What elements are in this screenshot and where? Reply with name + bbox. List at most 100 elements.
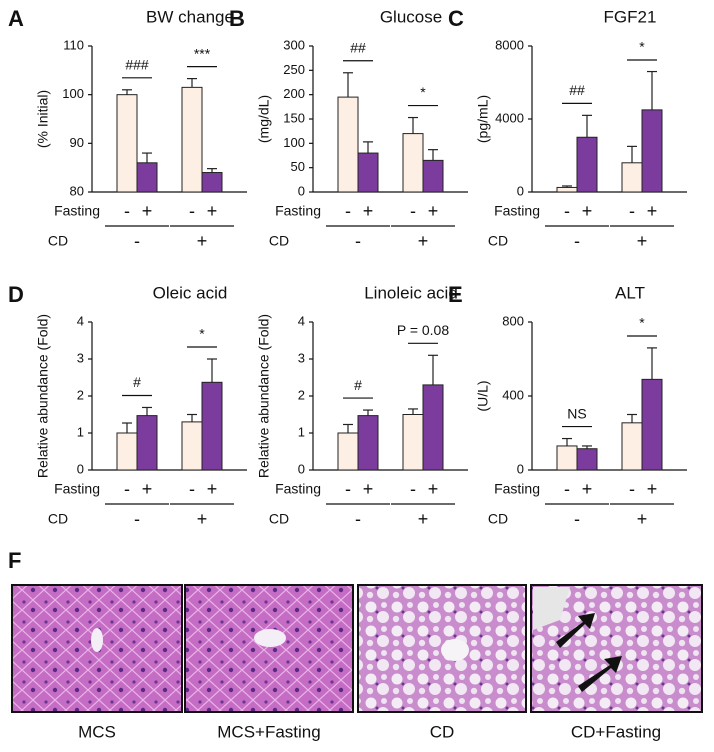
y-tick-label: 50	[291, 159, 305, 174]
bar-chart: D Oleic acid Relative abundance (Fold) 0 1 2 3…	[8, 282, 247, 529]
panel-letter: E	[448, 282, 463, 307]
significance-label: *	[639, 315, 645, 331]
bar	[641, 378, 663, 471]
arrow	[578, 656, 622, 692]
fasting-sign: -	[410, 479, 416, 499]
y-tick-label: 800	[502, 313, 524, 328]
panel-letter: D	[8, 282, 24, 307]
panel-letter: B	[229, 6, 245, 31]
chart-title: BW change	[146, 7, 234, 26]
row-label: Fasting	[54, 203, 100, 219]
cd-sign: +	[418, 509, 429, 529]
y-tick-label: 8000	[495, 37, 524, 52]
y-axis-label: (pg/mL)	[475, 95, 491, 143]
fasting-sign: +	[428, 479, 439, 499]
chart-title: Oleic acid	[153, 283, 228, 302]
y-axis-label: (% Initial)	[35, 90, 51, 148]
y-tick-label: 0	[517, 461, 524, 476]
bar	[116, 432, 138, 471]
y-tick-label: 4	[77, 313, 84, 328]
y-tick-label: 100	[62, 86, 84, 101]
row-label: CD	[488, 233, 508, 249]
bar	[402, 414, 424, 471]
bar	[576, 448, 598, 471]
fasting-sign: +	[647, 479, 658, 499]
y-axis-label: Relative abundance (Fold)	[256, 314, 272, 478]
y-tick-label: 3	[77, 350, 84, 365]
fasting-sign: -	[564, 201, 570, 221]
cd-sign: -	[355, 509, 361, 529]
y-tick-label: 250	[283, 62, 305, 77]
significance-label: *	[199, 326, 205, 342]
y-tick-label: 4000	[495, 110, 524, 125]
bar-chart: Linoleic acid Relative abundance (Fold) 0 1…	[256, 283, 468, 529]
fasting-sign: -	[345, 479, 351, 499]
cd-sign: +	[418, 231, 429, 251]
bar	[357, 152, 379, 193]
fasting-sign: +	[647, 201, 658, 221]
row-label: Fasting	[494, 481, 540, 497]
histology-image	[184, 584, 354, 713]
y-tick-label: 150	[283, 110, 305, 125]
panel-f: F MCS MCS+Fasting CD CD+Fasting	[8, 548, 703, 741]
y-tick-label: 0	[517, 183, 524, 198]
y-axis-label: Relative abundance (Fold)	[35, 314, 51, 478]
image-caption: MCS	[78, 722, 116, 741]
image-caption: CD	[430, 722, 455, 741]
cd-sign: +	[637, 231, 648, 251]
bar	[576, 136, 598, 193]
cd-sign: +	[197, 509, 208, 529]
bar	[422, 384, 444, 471]
y-axis-label: (U/L)	[475, 380, 491, 411]
bar	[201, 381, 223, 471]
row-label: CD	[48, 233, 68, 249]
cd-sign: -	[355, 231, 361, 251]
chart-title: Linoleic acid	[364, 283, 458, 302]
bar	[641, 109, 663, 193]
fasting-sign: -	[629, 479, 635, 499]
bar	[337, 96, 359, 193]
image-caption: MCS+Fasting	[217, 722, 320, 741]
panel-letter: F	[8, 548, 21, 573]
fasting-sign: +	[363, 479, 374, 499]
bar	[181, 421, 203, 471]
vein	[254, 629, 286, 647]
y-tick-label: 100	[283, 135, 305, 150]
y-tick-label: 4	[298, 313, 305, 328]
row-label: Fasting	[275, 481, 321, 497]
chart-title: ALT	[615, 283, 645, 302]
bar	[621, 422, 643, 471]
bar	[136, 415, 158, 471]
cd-sign: -	[134, 509, 140, 529]
significance-label: ##	[350, 39, 366, 55]
row-label: CD	[48, 511, 68, 527]
y-tick-label: 300	[283, 37, 305, 52]
bar	[402, 133, 424, 193]
fasting-sign: -	[410, 201, 416, 221]
y-tick-label: 200	[283, 86, 305, 101]
fasting-sign: -	[124, 201, 130, 221]
bar	[422, 159, 444, 193]
fasting-sign: -	[124, 479, 130, 499]
significance-label: #	[354, 377, 362, 393]
y-tick-label: 2	[298, 387, 305, 402]
bar	[116, 94, 138, 193]
bar	[357, 415, 379, 471]
fasting-sign: -	[629, 201, 635, 221]
significance-label: ##	[569, 82, 585, 98]
bar	[556, 186, 578, 193]
bar	[201, 172, 223, 193]
vein	[91, 628, 103, 652]
fasting-sign: +	[428, 201, 439, 221]
y-tick-label: 110	[63, 37, 84, 52]
row-label: CD	[269, 511, 289, 527]
cd-sign: -	[134, 231, 140, 251]
chart-title: FGF21	[604, 7, 657, 26]
bar	[556, 445, 578, 471]
